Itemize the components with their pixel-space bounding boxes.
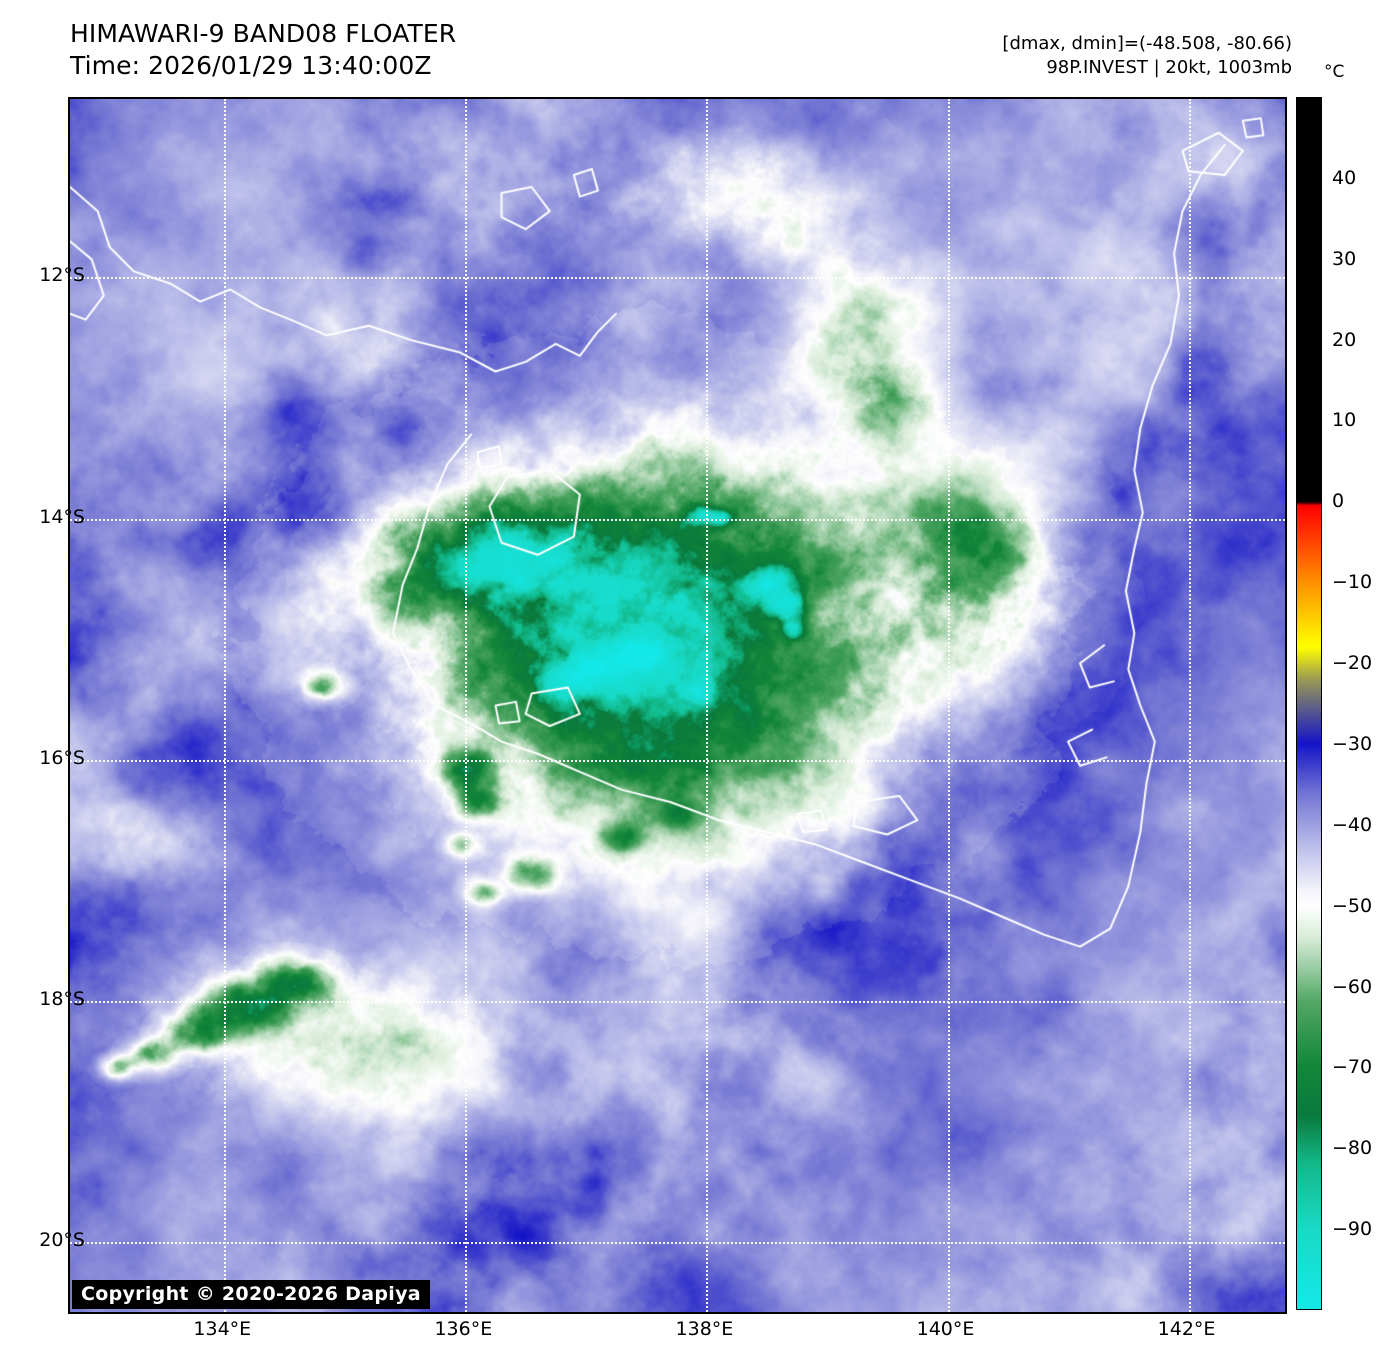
data-range-label: [dmax, dmin]=(-48.508, -80.66)	[1002, 33, 1292, 54]
xtick-138°E: 138°E	[675, 1318, 734, 1340]
ytick-12°S: 12°S	[39, 264, 85, 287]
metadata-block: [dmax, dmin]=(-48.508, -80.66) 98P.INVES…	[1002, 32, 1292, 80]
page-title: HIMAWARI-9 BAND08 FLOATER Time: 2026/01/…	[70, 18, 456, 81]
colorbar-gradient	[1297, 98, 1321, 1309]
temperature-colorbar[interactable]	[1296, 97, 1322, 1310]
colorbar-tick--20: −20	[1332, 652, 1373, 675]
colorbar-tick--40: −40	[1332, 813, 1373, 836]
colorbar-tick--10: −10	[1332, 571, 1373, 594]
infrared-brightness-temperature-map	[70, 99, 1285, 1312]
ytick-14°S: 14°S	[39, 505, 85, 528]
storm-info-label: 98P.INVEST | 20kt, 1003mb	[1046, 57, 1292, 79]
colorbar-tick--50: −50	[1332, 894, 1373, 917]
xtick-136°E: 136°E	[434, 1318, 493, 1340]
colorbar-tick--70: −70	[1332, 1056, 1373, 1079]
colorbar-tick-40: 40	[1332, 166, 1357, 189]
colorbar-tick--60: −60	[1332, 975, 1373, 998]
satellite-image-plot[interactable]	[68, 97, 1287, 1314]
product-title: HIMAWARI-9 BAND08 FLOATER	[70, 19, 457, 48]
copyright-badge: Copyright © 2020-2026 Dapiya	[72, 1280, 430, 1309]
xtick-134°E: 134°E	[193, 1318, 252, 1340]
xtick-142°E: 142°E	[1157, 1318, 1216, 1340]
colorbar-tick-30: 30	[1332, 247, 1357, 270]
ytick-16°S: 16°S	[39, 746, 85, 769]
xtick-140°E: 140°E	[916, 1318, 975, 1340]
colorbar-unit-label: °C	[1324, 62, 1345, 82]
colorbar-tick--90: −90	[1332, 1218, 1373, 1241]
colorbar-tick-10: 10	[1332, 409, 1357, 432]
colorbar-tick-20: 20	[1332, 328, 1357, 351]
colorbar-tick--80: −80	[1332, 1137, 1373, 1160]
ytick-20°S: 20°S	[39, 1229, 85, 1252]
colorbar-tick-0: 0	[1332, 490, 1345, 513]
observation-time: Time: 2026/01/29 13:40:00Z	[70, 50, 432, 80]
colorbar-tick--30: −30	[1332, 732, 1373, 755]
ytick-18°S: 18°S	[39, 987, 85, 1010]
